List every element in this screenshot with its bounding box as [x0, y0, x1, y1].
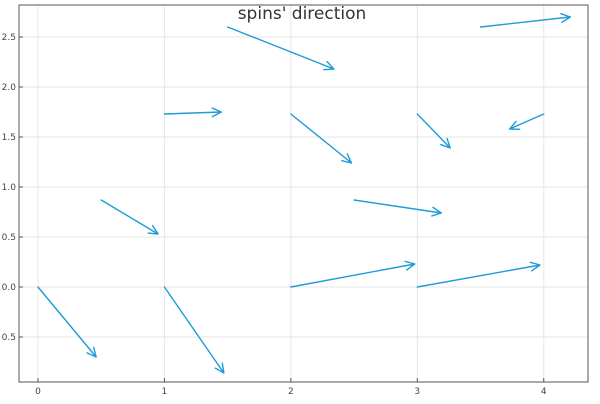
x-tick-label: 3: [414, 387, 420, 397]
spin-arrow: [100, 199, 159, 235]
x-tick-label: 2: [288, 387, 294, 397]
spin-arrow: [290, 260, 416, 288]
y-tick-label: 0.0: [2, 283, 17, 293]
y-tick-label: 1.5: [2, 133, 16, 143]
y-tick-label: 0.5: [2, 233, 16, 243]
y-tick-label: 2.5: [2, 33, 16, 43]
spin-arrow: [416, 261, 541, 288]
tick-layer: 0 1 2 3 4 0.5 0.0 0.5 1.0 1.5 2.0 2.5: [2, 33, 547, 397]
spin-arrow: [163, 107, 223, 118]
y-tick-label: 1.0: [2, 183, 17, 193]
x-tick-label: 4: [541, 387, 547, 397]
y-tick-label: 0.5: [2, 333, 16, 343]
grid-layer: [19, 5, 588, 382]
y-tick-label: 2.0: [2, 83, 17, 93]
arrow-layer: [37, 12, 571, 374]
spin-arrow: [37, 286, 97, 358]
spin-arrow: [416, 113, 451, 149]
spin-arrow: [163, 286, 225, 374]
spin-arrow: [508, 113, 545, 131]
x-tick-label: 0: [35, 387, 41, 397]
axis-frame: [18, 4, 589, 383]
spin-arrow: [290, 113, 353, 164]
spin-arrow: [353, 199, 443, 217]
spin-arrow: [226, 26, 335, 71]
plot-frame: [18, 4, 589, 383]
chart-title: spins' direction: [238, 4, 367, 24]
spin-arrow: [479, 12, 571, 28]
x-tick-label: 1: [162, 387, 168, 397]
